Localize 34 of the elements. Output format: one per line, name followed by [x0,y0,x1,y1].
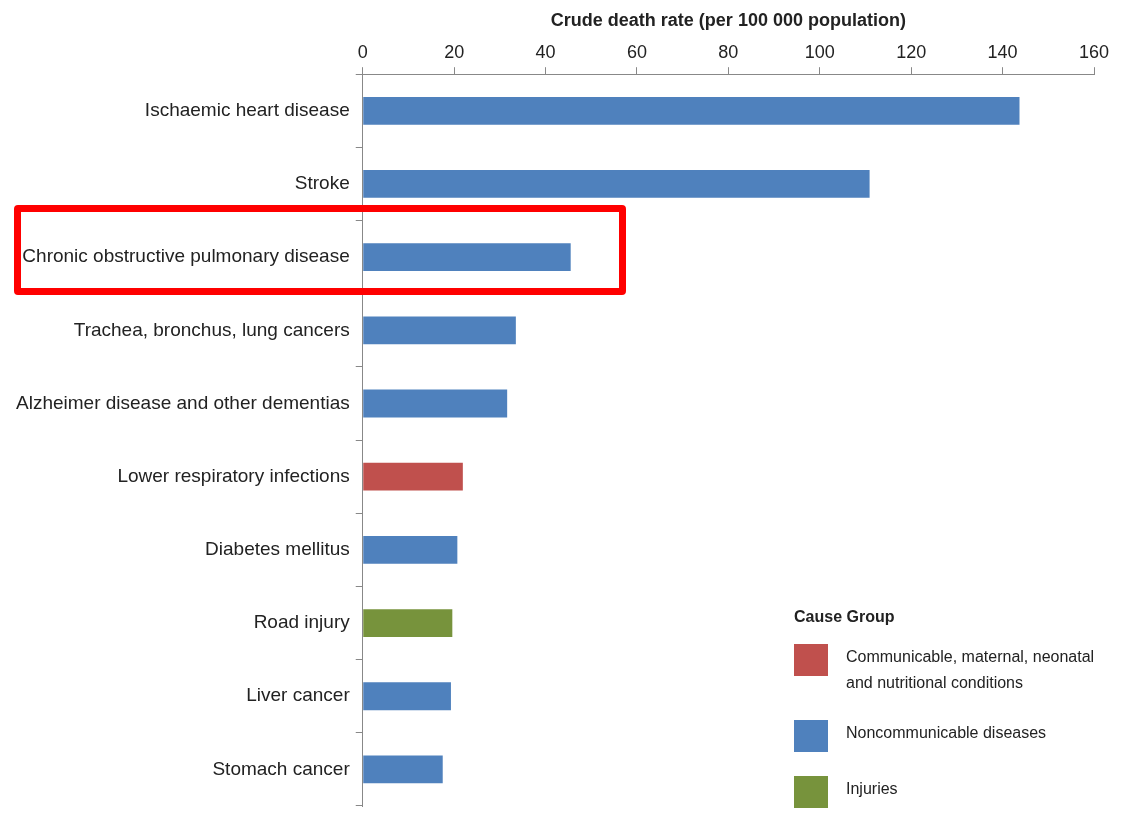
y-tick-label: Alzheimer disease and other dementias [15,391,350,413]
x-tick-label: 160 [1078,42,1110,63]
x-tick-label: 100 [804,42,835,63]
bar [363,609,453,637]
x-tick-label: 0 [357,42,368,63]
x-tick-label: 80 [718,42,739,63]
x-tick-label: 60 [626,42,647,63]
legend-label: Communicable, maternal, neonatal and nutritional conditions [846,647,1096,693]
bar [363,316,516,345]
legend-label: Injuries [846,779,899,799]
x-tick-label: 20 [444,42,465,63]
bar [363,682,451,711]
y-tick-label: Diabetes mellitus [205,538,350,560]
x-tick-label: 40 [535,42,556,63]
legend-title: Cause Group [794,608,896,626]
bar [363,462,463,491]
bar [363,96,1020,125]
y-tick-label: Road injury [253,611,351,633]
bar [363,243,571,272]
y-tick-label: Liver cancer [246,684,351,706]
bar [363,755,443,784]
y-tick-label: Stroke [294,172,350,194]
legend-label: Noncommunicable diseases [846,723,1048,743]
bar [363,389,508,418]
bar [363,535,458,564]
y-tick-label: Stomach cancer [212,757,351,779]
x-axis-title: Crude death rate (per 100 000 population) [550,9,906,30]
x-tick-label: 120 [896,42,927,63]
bar [363,170,870,198]
y-tick-label: Chronic obstructive pulmonary disease [22,245,350,267]
y-tick-label: Lower respiratory infections [117,464,350,486]
y-tick-label: Ischaemic heart disease [144,99,350,121]
y-tick-label: Trachea, bronchus, lung cancers [73,318,350,340]
x-tick-label: 140 [987,42,1018,63]
